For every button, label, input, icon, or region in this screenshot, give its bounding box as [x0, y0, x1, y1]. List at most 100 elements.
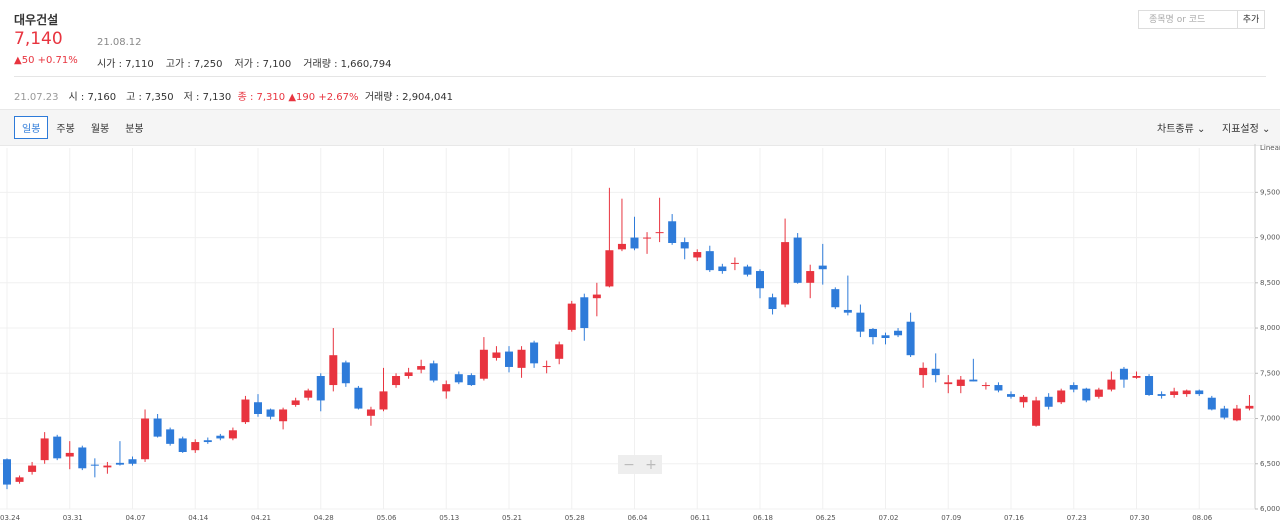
candle-body	[1057, 390, 1066, 403]
candle-body	[1132, 376, 1141, 378]
candle-body	[40, 438, 49, 461]
candle-body	[1245, 405, 1254, 409]
y-tick-label: 9,500	[1260, 188, 1280, 196]
candle-body	[843, 309, 852, 313]
candle-body	[856, 312, 865, 332]
stock-name: 대우건설	[14, 13, 59, 27]
stat: 고가 : 7,250	[165, 59, 223, 70]
period-tab[interactable]: 분봉	[125, 124, 144, 135]
candle-body	[1094, 389, 1103, 397]
x-tick-label: 08.06	[1192, 514, 1213, 522]
x-tick-label: 05.21	[502, 514, 522, 522]
candle-body	[28, 465, 37, 472]
period-tab[interactable]: 일봉	[14, 116, 49, 139]
hover-close: 종 : 7,310	[237, 92, 286, 103]
candle-body	[530, 342, 539, 364]
date: 21.08.12	[97, 37, 142, 48]
candle-body	[115, 462, 124, 465]
scale-label: Linear	[1260, 144, 1280, 152]
period-tabs: 일봉 주봉 월봉 분봉	[14, 116, 152, 139]
zoom-bg	[618, 455, 662, 474]
candle-body	[617, 243, 626, 250]
x-tick-label: 07.09	[941, 514, 961, 522]
candle-body	[254, 402, 262, 414]
candle-body	[53, 436, 62, 459]
candle-body	[592, 294, 601, 299]
x-tick-label: 07.30	[1129, 514, 1149, 522]
divider	[14, 76, 1266, 77]
change-pct: +0.71%	[37, 55, 78, 66]
candle-body	[555, 344, 564, 359]
candle-body	[128, 459, 137, 464]
candle-body	[630, 237, 639, 249]
x-tick-label: 04.07	[125, 514, 145, 522]
candle-body	[1119, 368, 1128, 380]
change: ▲50 +0.71%	[14, 55, 78, 66]
hover-date: 21.07.23	[14, 92, 59, 103]
candle-body	[492, 352, 501, 358]
candle-body	[366, 409, 375, 416]
candle-body	[793, 237, 802, 283]
y-tick-label: 8,500	[1260, 279, 1280, 287]
candle-body	[1069, 385, 1078, 390]
candle-body	[1007, 394, 1015, 397]
candle-body	[1044, 396, 1053, 407]
candle-body	[881, 335, 890, 338]
candle-body	[580, 297, 589, 329]
candle-body	[1019, 396, 1028, 403]
x-tick-label: 05.13	[439, 514, 459, 522]
period-tab[interactable]: 주봉	[56, 124, 75, 135]
candle-body	[166, 429, 175, 444]
candle-body	[981, 385, 990, 387]
candle-body	[1107, 379, 1116, 390]
candle-body	[994, 385, 1003, 391]
candle-body	[781, 242, 790, 305]
x-tick-label: 04.21	[251, 514, 271, 522]
candle-body	[316, 376, 325, 401]
candle-body	[153, 418, 162, 437]
candle-body	[454, 374, 463, 383]
candle-body	[655, 232, 664, 234]
zoom[interactable]: − +	[618, 455, 662, 474]
chart-type[interactable]: 차트종류 ⌄	[1157, 124, 1206, 135]
candle-body	[392, 376, 401, 386]
candle-body	[668, 221, 677, 243]
candle-body	[680, 242, 689, 249]
candle-body	[304, 390, 313, 398]
y-tick-label: 6,500	[1260, 460, 1280, 468]
hover-stat: 고 : 7,350	[126, 92, 174, 103]
add-button[interactable]: 추가	[1237, 10, 1265, 29]
period-tab[interactable]: 월봉	[90, 124, 110, 135]
candle-body	[1032, 400, 1041, 426]
x-tick-label: 06.18	[753, 514, 773, 522]
candle-body	[1157, 394, 1166, 396]
x-tick-label: 06.11	[690, 514, 710, 522]
x-tick-label: 04.28	[314, 514, 334, 522]
candle-body	[1170, 391, 1179, 395]
candle-body	[442, 384, 451, 392]
candle-body	[15, 477, 24, 482]
candle-body	[894, 330, 903, 336]
candle-body	[806, 271, 815, 283]
hover-info: 21.07.23 시 : 7,160 고 : 7,350 저 : 7,130 종 : …	[14, 88, 453, 103]
candle-body	[341, 362, 350, 384]
indicator-label: 지표설정	[1222, 124, 1259, 135]
candle-body	[191, 442, 200, 451]
zoom-out[interactable]: −	[623, 457, 635, 473]
candle-body	[756, 271, 764, 289]
candle-body	[956, 379, 965, 386]
hover-stat: 시 : 7,160	[68, 92, 117, 103]
x-tick-label: 06.04	[627, 514, 648, 522]
candle-body	[906, 321, 915, 356]
y-tick-label: 7,000	[1260, 415, 1280, 423]
indicator[interactable]: 지표설정 ⌄	[1222, 124, 1271, 135]
x-tick-label: 05.28	[565, 514, 585, 522]
candle-body	[1182, 390, 1191, 395]
candle-body	[65, 452, 74, 457]
candle-body	[944, 382, 953, 385]
candle-body	[1145, 376, 1154, 395]
y-tick-label: 6,000	[1260, 505, 1280, 513]
zoom-in[interactable]: +	[645, 457, 657, 473]
candle-body	[467, 375, 476, 386]
